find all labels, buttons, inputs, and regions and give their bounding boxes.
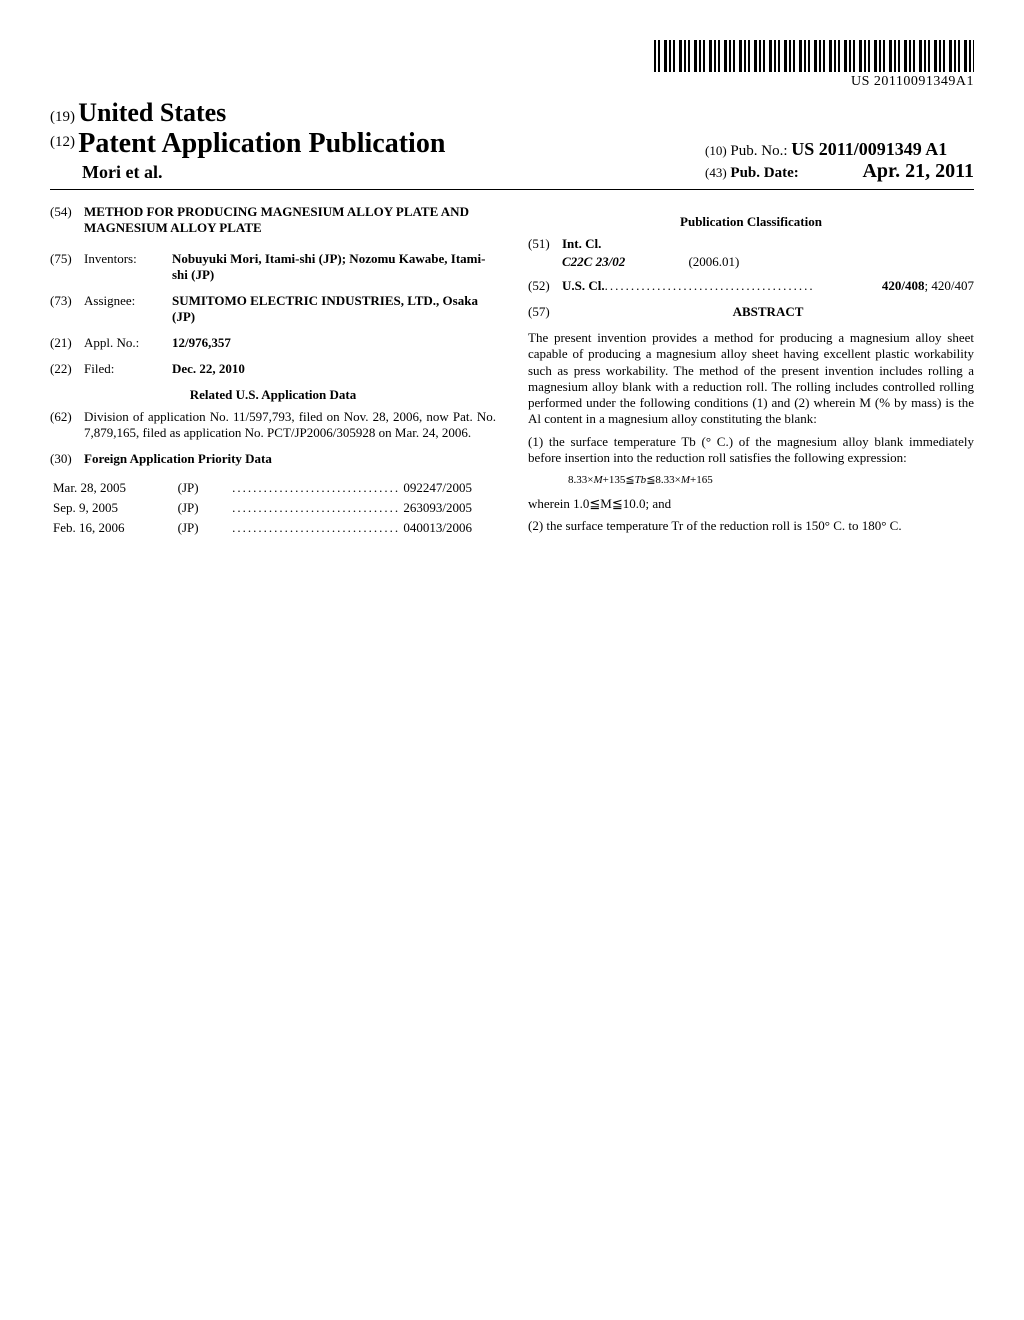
abstract-item2: (2) the surface temperature Tr of the re…: [528, 518, 974, 534]
country: United States: [78, 98, 226, 127]
label-75: (75): [50, 251, 84, 283]
priority-row: Mar. 28, 2005 (JP) .....................…: [52, 479, 494, 497]
pubno-label: Pub. No.:: [730, 143, 787, 159]
priority-date: Sep. 9, 2005: [52, 499, 175, 517]
priority-table: Mar. 28, 2005 (JP) .....................…: [50, 477, 496, 539]
label-10: (10): [705, 143, 727, 158]
abstract-formula: 8.33×M+135≦Tb≦8.33×M+165: [568, 474, 974, 488]
label-57: (57): [528, 304, 562, 320]
filed-label: Filed:: [84, 361, 172, 377]
priority-cc: (JP): [177, 499, 230, 517]
intcl-row: (51) Int. Cl.: [528, 236, 974, 252]
related-text: Division of application No. 11/597,793, …: [84, 409, 496, 441]
applno-label: Appl. No.:: [84, 335, 172, 351]
barcode-pubnum: US 20110091349A1: [50, 74, 974, 90]
intcl-code: C22C 23/02: [562, 254, 625, 269]
priority-cc: (JP): [177, 479, 230, 497]
assignee: SUMITOMO ELECTRIC INDUSTRIES, LTD., Osak…: [172, 293, 478, 324]
applno-row: (21) Appl. No.: 12/976,357: [50, 335, 496, 351]
abstract-item1: (1) the surface temperature Tb (° C.) of…: [528, 434, 974, 467]
inventors-label: Inventors:: [84, 251, 172, 283]
label-73: (73): [50, 293, 84, 325]
priority-dots: ................................: [232, 480, 400, 495]
foreign-heading: Foreign Application Priority Data: [84, 451, 272, 467]
left-column: (54) METHOD FOR PRODUCING MAGNESIUM ALLO…: [50, 204, 496, 540]
abstract-label: ABSTRACT: [562, 304, 974, 320]
priority-row: Feb. 16, 2006 (JP) .....................…: [52, 519, 494, 537]
label-52: (52): [528, 278, 562, 294]
header-right: (10) Pub. No.: US 2011/0091349 A1 (43) P…: [705, 139, 974, 183]
uscl-row: (52) U.S. Cl. ..........................…: [528, 278, 974, 294]
foreign-heading-row: (30) Foreign Application Priority Data: [50, 451, 496, 467]
pubno: US 2011/0091349 A1: [791, 139, 947, 159]
uscl-main: 420/408: [882, 278, 925, 293]
invention-title: METHOD FOR PRODUCING MAGNESIUM ALLOY PLA…: [84, 204, 496, 237]
label-54: (54): [50, 204, 84, 237]
filed-date: Dec. 22, 2010: [172, 361, 245, 376]
abstract-heading-row: (57) ABSTRACT: [528, 304, 974, 320]
priority-row: Sep. 9, 2005 (JP) ......................…: [52, 499, 494, 517]
priority-dots: ................................: [232, 520, 400, 535]
priority-dots: ................................: [232, 500, 400, 515]
divider: [50, 189, 974, 190]
inventors-row: (75) Inventors: Nobuyuki Mori, Itami-shi…: [50, 251, 496, 283]
priority-date: Feb. 16, 2006: [52, 519, 175, 537]
related-heading: Related U.S. Application Data: [50, 387, 496, 403]
uscl-dots: ........................................: [605, 278, 882, 294]
label-43: (43): [705, 165, 727, 180]
uscl-label: U.S. Cl.: [562, 278, 605, 293]
priority-date: Mar. 28, 2005: [52, 479, 175, 497]
label-30: (30): [50, 451, 84, 467]
pubdate: Apr. 21, 2011: [862, 160, 974, 182]
filed-row: (22) Filed: Dec. 22, 2010: [50, 361, 496, 377]
priority-cc: (JP): [177, 519, 230, 537]
assignee-label: Assignee:: [84, 293, 172, 325]
label-62: (62): [50, 409, 84, 441]
priority-appno: 263093/2005: [403, 500, 472, 515]
abstract: The present invention provides a method …: [528, 330, 974, 534]
intcl-year: (2006.01): [688, 254, 739, 269]
priority-appno: 092247/2005: [403, 480, 472, 495]
label-21: (21): [50, 335, 84, 351]
uscl-other: ; 420/407: [925, 278, 974, 293]
label-22: (22): [50, 361, 84, 377]
right-column: Publication Classification (51) Int. Cl.…: [528, 204, 974, 540]
intcl-code-row: C22C 23/02 (2006.01): [562, 254, 974, 270]
barcode: [654, 40, 974, 72]
inventors: Nobuyuki Mori, Itami-shi (JP); Nozomu Ka…: [172, 251, 485, 282]
publication-type: Patent Application Publication: [78, 128, 445, 159]
title-block: (54) METHOD FOR PRODUCING MAGNESIUM ALLO…: [50, 204, 496, 237]
label-51: (51): [528, 236, 562, 252]
label-19: (19): [50, 109, 75, 125]
intcl-label: Int. Cl.: [562, 236, 601, 251]
related-row: (62) Division of application No. 11/597,…: [50, 409, 496, 441]
columns: (54) METHOD FOR PRODUCING MAGNESIUM ALLO…: [50, 204, 974, 540]
pubclass-heading: Publication Classification: [528, 214, 974, 230]
label-12: (12): [50, 134, 75, 150]
priority-appno: 040013/2006: [403, 520, 472, 535]
barcode-area: US 20110091349A1: [50, 40, 974, 90]
abstract-p1: The present invention provides a method …: [528, 330, 974, 428]
applno: 12/976,357: [172, 335, 231, 350]
header-row: (19) United States (12) Patent Applicati…: [50, 98, 974, 183]
abstract-p2: wherein 1.0≦M≦10.0; and: [528, 496, 974, 512]
pubdate-label: Pub. Date:: [730, 165, 798, 181]
assignee-row: (73) Assignee: SUMITOMO ELECTRIC INDUSTR…: [50, 293, 496, 325]
author-line: Mori et al.: [82, 162, 445, 183]
header-left: (19) United States (12) Patent Applicati…: [50, 98, 445, 183]
